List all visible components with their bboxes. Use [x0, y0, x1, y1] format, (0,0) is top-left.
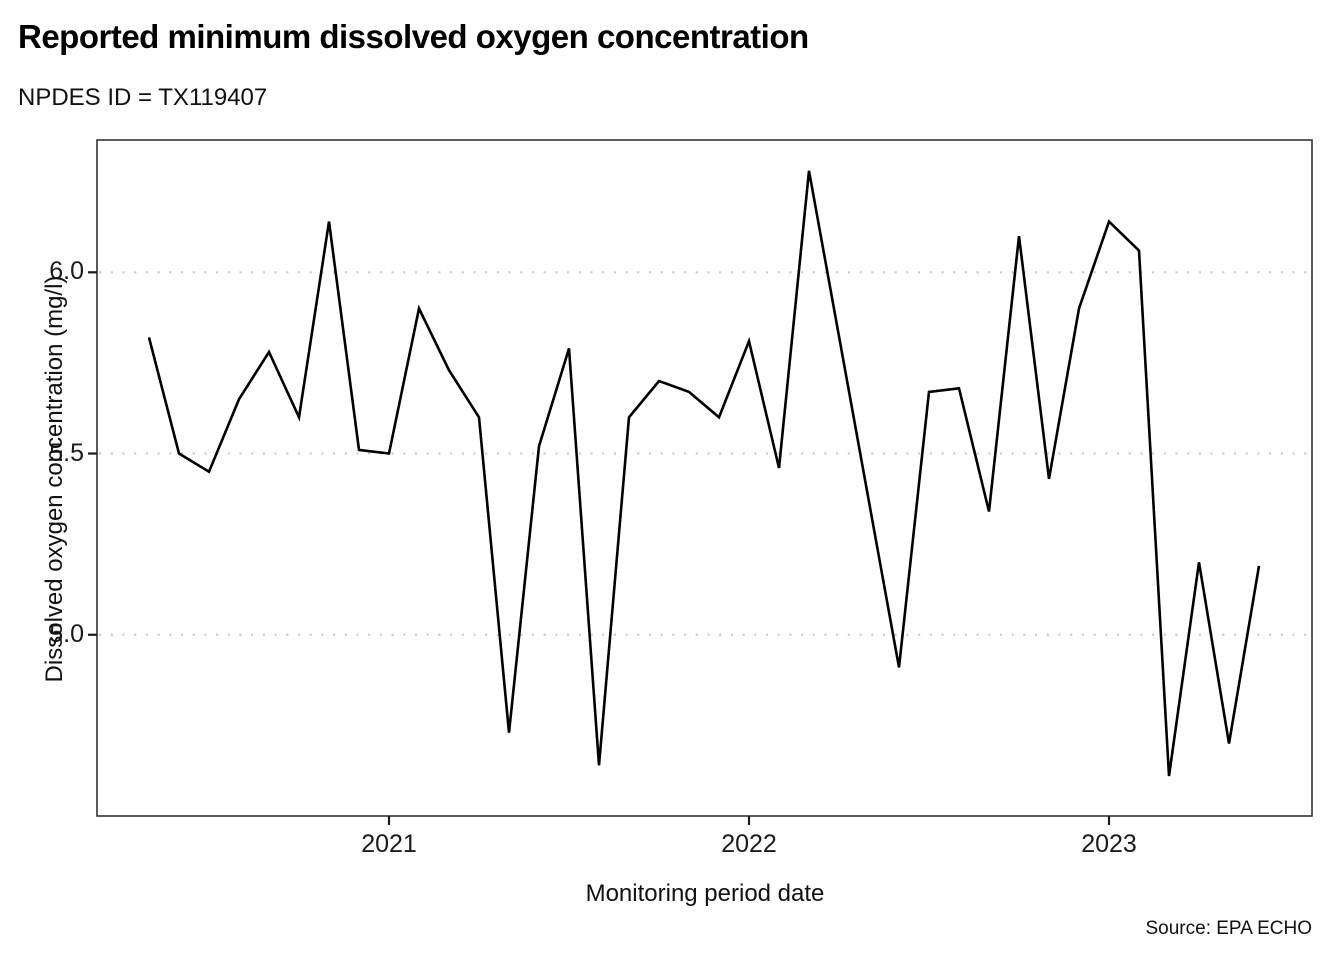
y-tick-label-5.0: 5.0	[49, 619, 84, 648]
chart-subtitle: NPDES ID = TX119407	[18, 84, 268, 111]
x-tick-label-2023: 2023	[1081, 830, 1137, 858]
y-tick-label-5.5: 5.5	[49, 438, 84, 467]
x-tick-label-2022: 2022	[721, 830, 777, 858]
x-axis-title: Monitoring period date	[585, 880, 825, 907]
plot-border	[96, 139, 1313, 817]
x-tick-label-2021: 2021	[361, 830, 417, 858]
y-tick-label-6.0: 6.0	[49, 257, 84, 286]
chart-title: Reported minimum dissolved oxygen concen…	[18, 18, 809, 55]
source-caption: Source: EPA ECHO	[1145, 918, 1313, 939]
dissolved-oxygen-line	[147, 170, 1261, 777]
y-axis-title: Dissolved oxygen concentration (mg/l)	[41, 275, 68, 683]
